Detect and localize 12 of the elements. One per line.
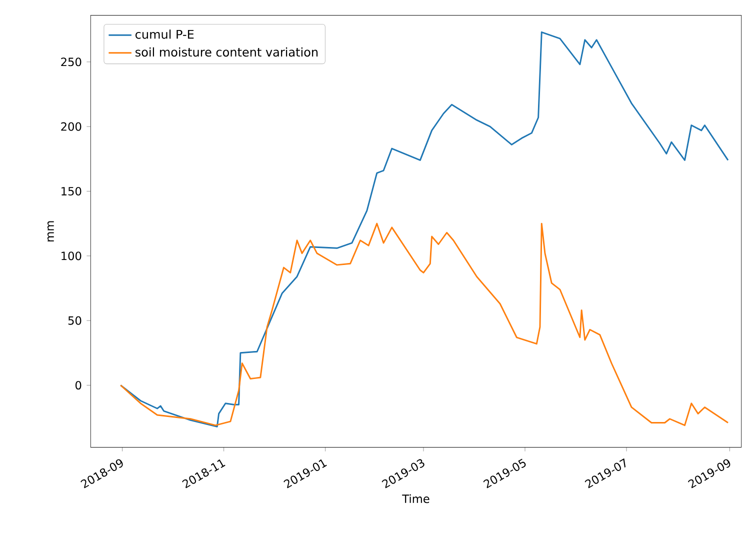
legend-label: soil moisture content variation [136,47,318,57]
y-tick-label: 150 [62,186,82,196]
y-axis-title: mm [47,221,54,242]
line-series [120,222,729,426]
y-tick-label: 250 [61,58,82,66]
x-axis-title: Time [402,494,430,504]
legend-label: cumul P-E [136,30,194,39]
line-series [120,31,729,428]
y-tick-label: 200 [61,122,82,131]
y-tick-label: 0 [76,380,82,390]
y-tick-label: 100 [62,252,82,260]
y-tick-label: 50 [68,316,82,325]
